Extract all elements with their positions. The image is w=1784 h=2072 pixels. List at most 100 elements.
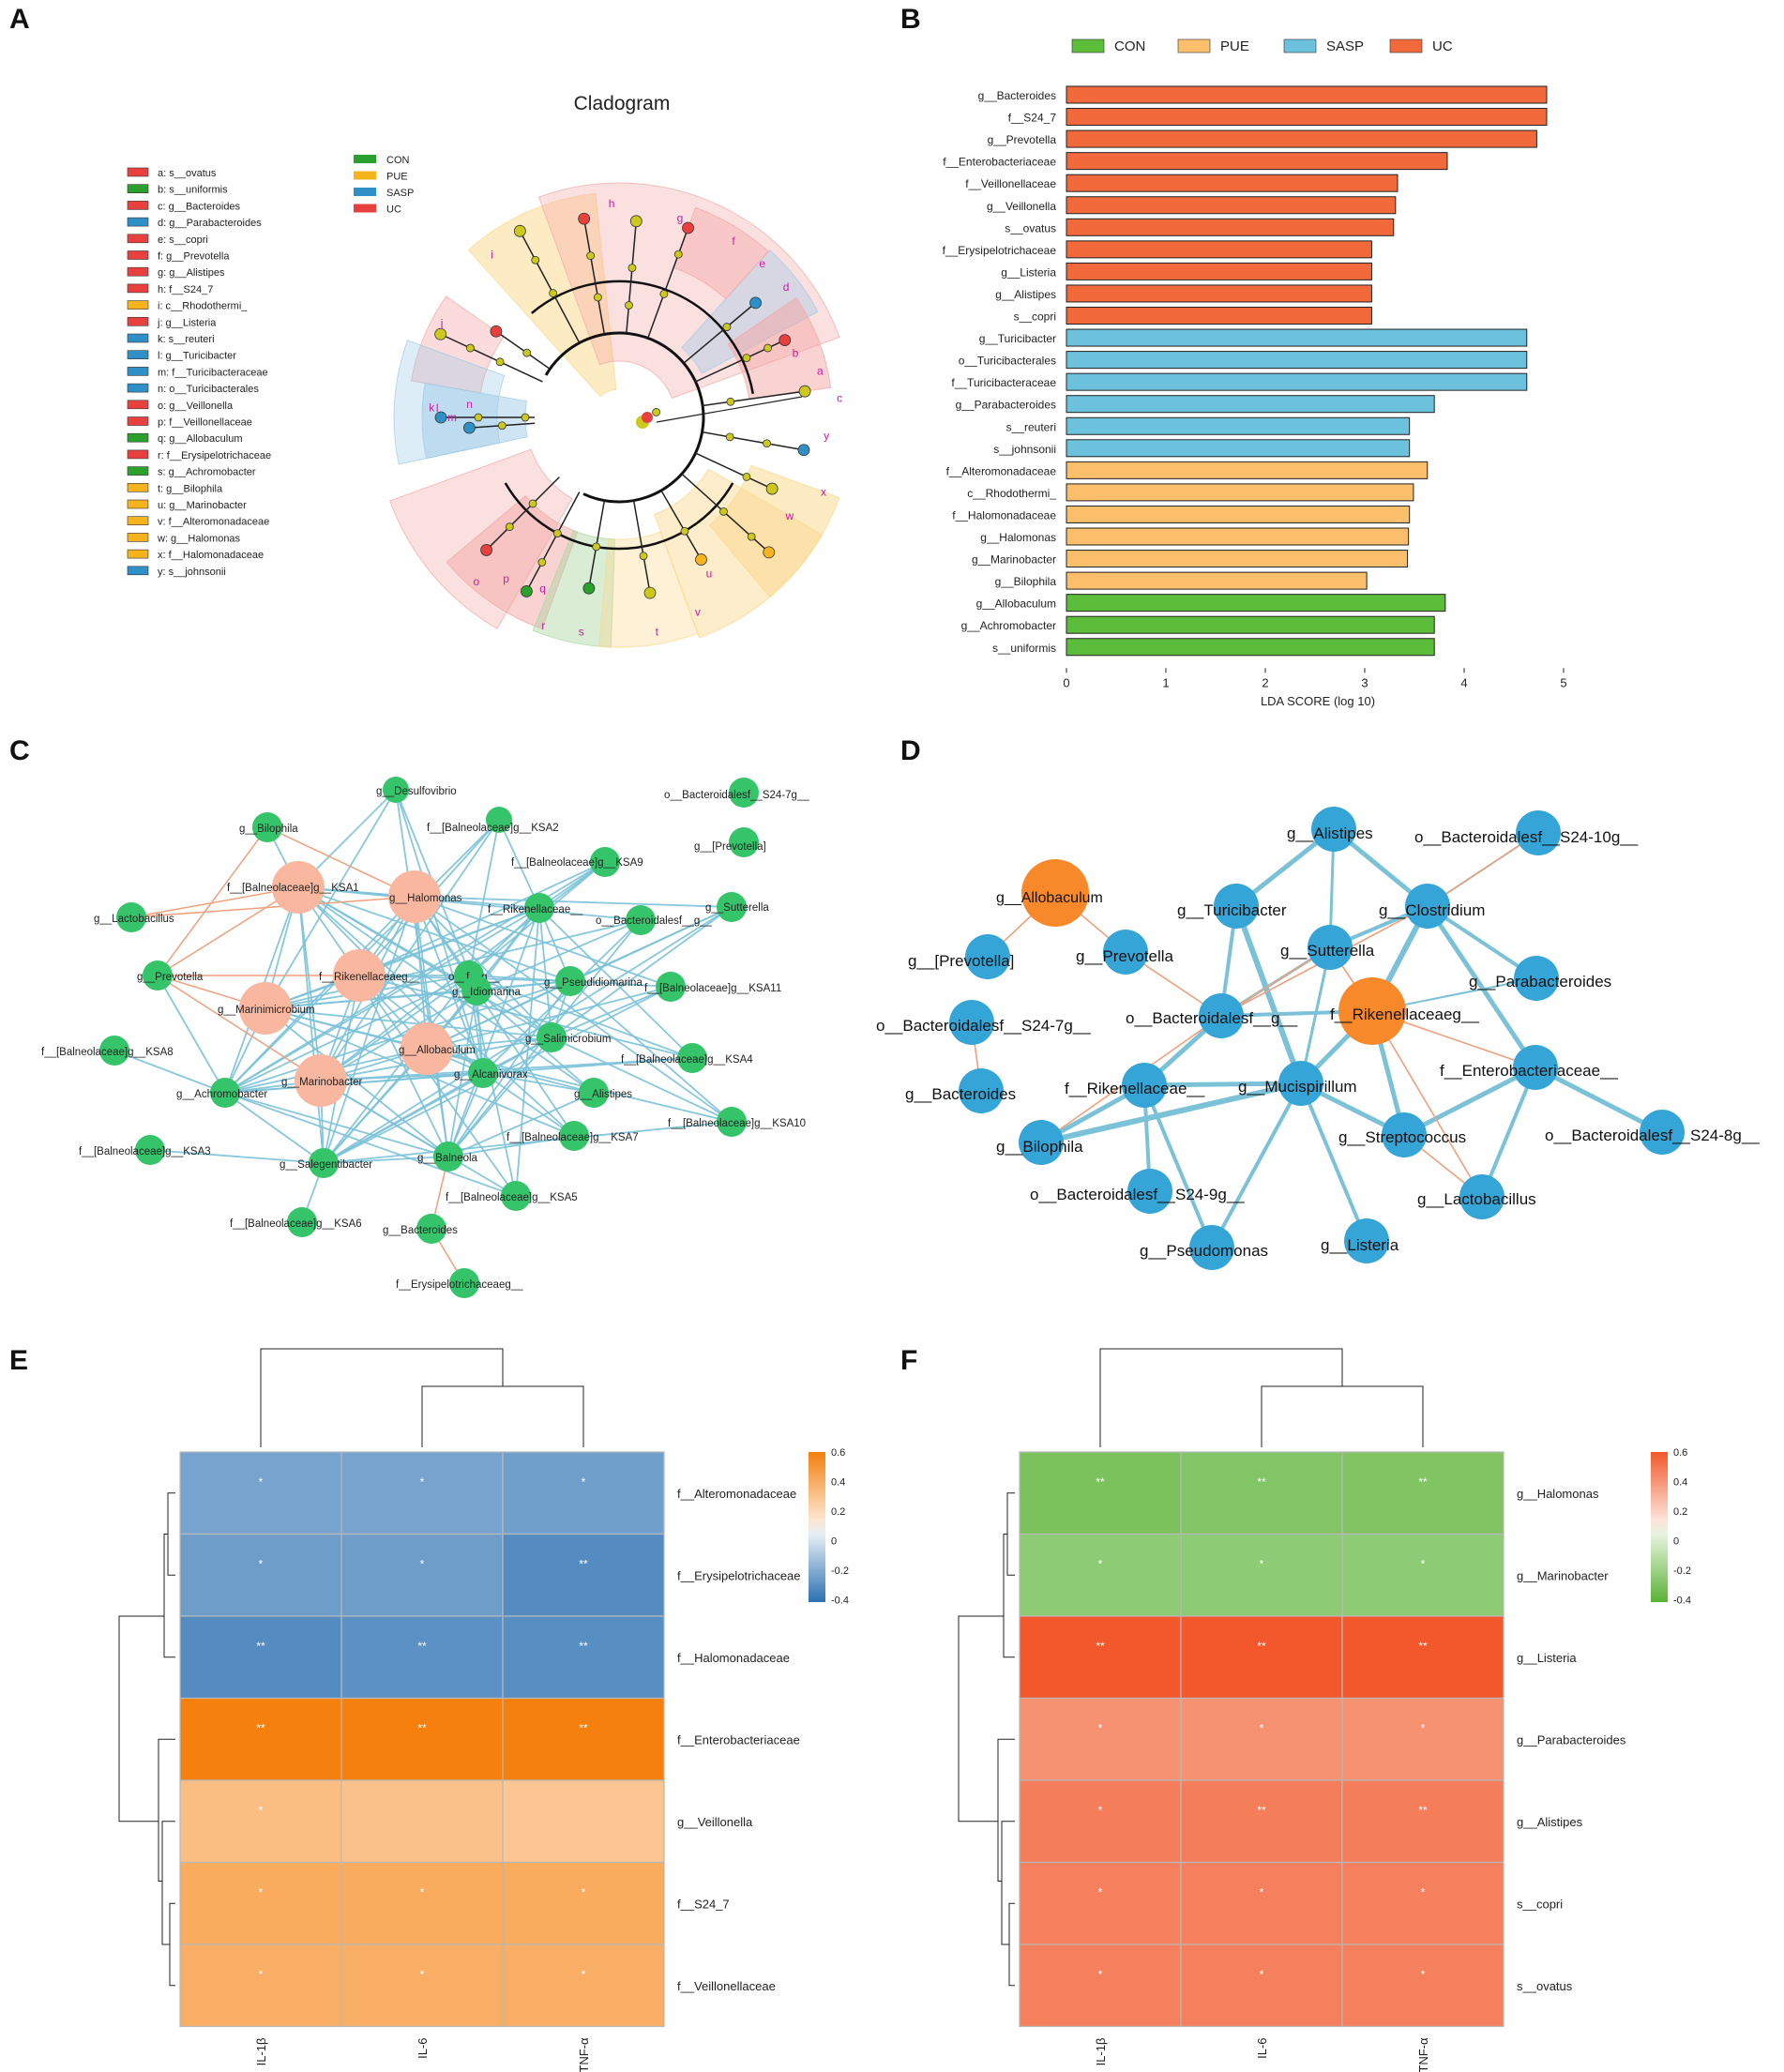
network-c-node-label: f__[Balneolaceae]g__KSA9 [511, 857, 643, 869]
network-c-node-label: f__Rikenellaceae__ [488, 904, 583, 915]
sector-letter: w [785, 509, 794, 522]
taxa-swatch [128, 234, 148, 243]
heatmap-e-significance: * [582, 1968, 586, 1981]
cladogram-node [726, 433, 733, 441]
heatmap-e-significance: ** [256, 1640, 265, 1653]
lda-bar-f-enterobacteriaceae [1066, 153, 1447, 170]
cladogram-node [644, 587, 656, 598]
lda-bar-label: g__Veillonella [987, 200, 1056, 213]
heatmap-e: * * *f__Alteromonadaceae* * **f__Erysipelotr… [119, 1349, 849, 2072]
sector-letter: i [491, 249, 493, 262]
group-swatch [354, 155, 376, 163]
heatmap-e-cell [503, 1780, 664, 1863]
heatmap-f-significance: * [1098, 1721, 1103, 1734]
heatmap-e-cell [503, 1944, 664, 2027]
lda-bar-label: f__Turicibacteraceae [951, 376, 1056, 389]
lda-bar-f-turicibacteraceae [1066, 373, 1527, 390]
network-d-node-label: g__Bacteroides [905, 1085, 1016, 1103]
lda-bar-s-reuteri [1066, 417, 1410, 434]
taxa-swatch [128, 450, 148, 459]
taxa-legend-item: b: s__uniformis [158, 185, 228, 196]
lda-bar-o-turicibacterales [1066, 352, 1527, 369]
network-c: g__Desulfovibriof__[Balneolaceae]g__KSA2… [41, 777, 809, 1298]
taxa-swatch [128, 401, 148, 409]
lda-bar-label: g__Prevotella [988, 133, 1057, 146]
lda-bar-label: f__Veillonellaceae [965, 177, 1056, 190]
taxa-swatch [128, 384, 148, 392]
lda-bar-chart: CON PUE SASP UC g__Bacteroidesf__S24_7g__Pr… [943, 38, 1567, 708]
heatmap-f-significance: ** [1418, 1475, 1428, 1489]
taxa-swatch [128, 533, 148, 541]
heatmap-f-colorbar-tick: -0.2 [1673, 1565, 1691, 1577]
network-c-edge [298, 887, 324, 1163]
taxa-legend-item: u: g__Marinobacter [158, 500, 247, 511]
group-legend-item: SASP [386, 188, 414, 199]
heatmap-f-colorbar-tick: 0.6 [1673, 1447, 1687, 1459]
heatmap-f-cell [1181, 1535, 1342, 1617]
lda-legend-swatch [1284, 39, 1316, 53]
heatmap-e-significance: * [259, 1475, 264, 1489]
heatmap-e-significance: * [259, 1804, 264, 1817]
cladogram-node [674, 250, 682, 258]
cladogram-node [727, 398, 734, 405]
sector-letter: j [440, 317, 444, 330]
taxa-legend-item: t: g__Bilophila [158, 483, 223, 494]
heatmap-e-significance: * [259, 1557, 264, 1570]
heatmap-e-cell [503, 1863, 664, 1945]
network-c-node-label: f__Erysipelotrichaceaeg__ [396, 1279, 523, 1291]
network-c-node-label: g__[Prevotella] [694, 841, 766, 853]
sector-letter: v [695, 606, 701, 619]
network-c-edge [158, 827, 267, 976]
heatmap-e-significance: ** [256, 1721, 265, 1734]
heatmap-e-significance: * [420, 1557, 425, 1570]
lda-bar-g-allobaculum [1066, 595, 1445, 612]
lda-bar-g-alistipes [1066, 285, 1371, 302]
heatmap-f-significance: * [1260, 1557, 1264, 1570]
heatmap-f-col-label: IL-1β [1094, 2038, 1108, 2066]
network-c-node-label: g__Allobaculum [399, 1045, 476, 1056]
taxa-legend-item: l: g__Turicibacter [158, 351, 236, 362]
heatmap-f-row-label: s__ovatus [1517, 1979, 1573, 1993]
network-c-node-label: g__Bilophila [239, 824, 298, 835]
heatmap-f-cell [1020, 1863, 1181, 1945]
lda-bar-label: g__Allobaculum [976, 597, 1056, 611]
taxa-swatch [128, 550, 148, 558]
network-d-node-label: o__Bacteroidalesf__S24-9g__ [1030, 1186, 1245, 1203]
heatmap-f-cell [1020, 1535, 1181, 1617]
network-d-node-label: g__Alistipes [1287, 824, 1373, 842]
heatmap-e-significance: ** [579, 1721, 588, 1734]
heatmap-e-cell [341, 1944, 503, 2027]
cladogram-node [463, 422, 475, 433]
cladogram-node [522, 414, 529, 421]
sector-letter: p [503, 572, 509, 585]
cladogram-node [748, 533, 755, 540]
cladogram-node [583, 582, 595, 594]
lda-bar-label: s__johnsonii [993, 443, 1056, 456]
sector-letter: n [466, 398, 473, 411]
group-legend-item: UC [386, 204, 401, 216]
network-c-node-label: f__[Balneolaceae]g__KSA8 [41, 1047, 174, 1058]
network-c-node-label: f__[Balneolaceae]g__KSA1 [227, 883, 359, 894]
lda-bar-g-listeria [1066, 263, 1371, 280]
heatmap-e-cell [180, 1535, 341, 1617]
heatmap-e-row-label: f__Veillonellaceae [677, 1979, 776, 1993]
heatmap-f-cell [1181, 1944, 1342, 2027]
heatmap-e-significance: * [259, 1968, 264, 1981]
sector-letter: s [579, 625, 584, 638]
heatmap-f-cell [1181, 1780, 1342, 1863]
heatmap-f-significance: ** [1257, 1475, 1266, 1489]
taxa-legend-item: x: f__Halomonadaceae [158, 550, 264, 561]
lda-bar-label: g__Alistipes [995, 288, 1056, 301]
cladogram-node [579, 213, 590, 224]
heatmap-f-cell [1342, 1535, 1504, 1617]
heatmap-f: ** ** **g__Halomonas* * *g__Marinobacter** **… [959, 1349, 1691, 2072]
taxa-swatch [128, 168, 148, 176]
sector-letter: g [677, 212, 684, 225]
heatmap-e-cell [341, 1863, 503, 1945]
cladogram-node [630, 216, 642, 227]
network-d-node-label: g__Lactobacillus [1417, 1190, 1536, 1208]
heatmap-f-cell [1020, 1616, 1181, 1699]
network-d-node-label: g__[Prevotella] [908, 952, 1014, 970]
network-d-edge [1212, 1083, 1301, 1248]
heatmap-e-colorbar-tick: -0.4 [831, 1596, 849, 1607]
